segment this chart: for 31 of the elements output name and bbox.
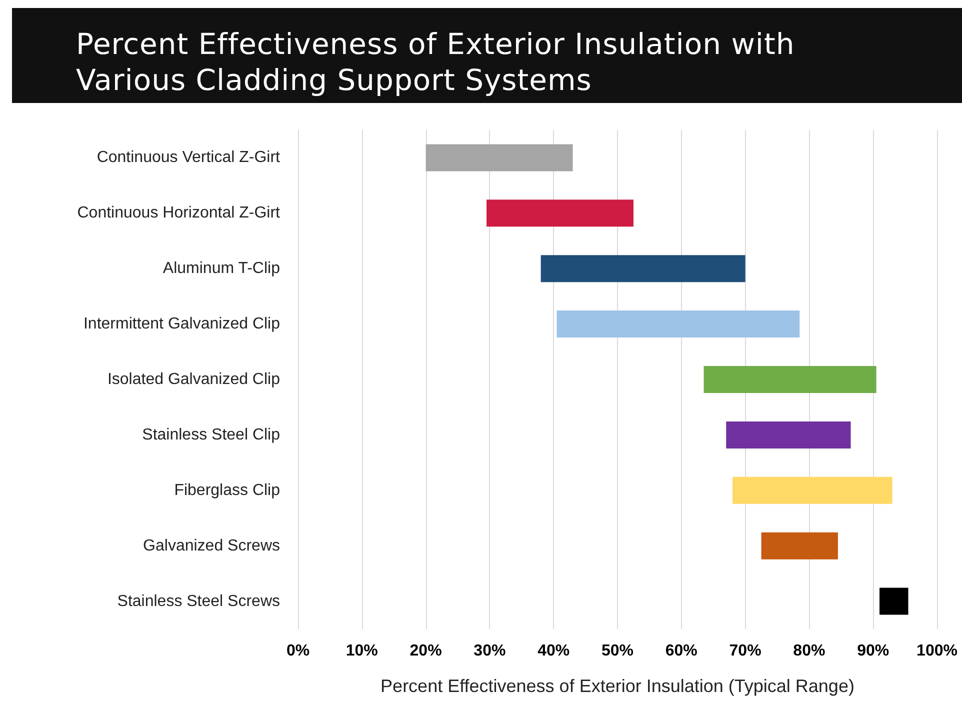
- y-tick-label: Stainless Steel Clip: [142, 426, 280, 444]
- bar: [556, 310, 800, 338]
- y-tick-label: Continuous Vertical Z-Girt: [96, 149, 281, 166]
- bar: [726, 421, 851, 448]
- x-tick-label: 20%: [410, 642, 442, 660]
- bar: [540, 255, 746, 282]
- bar: [704, 366, 876, 393]
- x-tick-label: 60%: [665, 642, 698, 660]
- x-tick-label: 0%: [286, 642, 310, 660]
- x-tick-label: 40%: [538, 642, 570, 660]
- y-tick-label: Fiberglass Clip: [174, 482, 280, 499]
- x-axis-title: Percent Effectiveness of Exterior Insulation (Typical Range): [380, 676, 854, 696]
- chart-title: Percent Effectiveness of Exterior Insulation with Various Cladding Support Systems: [75, 26, 796, 98]
- y-tick-label: Aluminum T-Clip: [162, 260, 280, 278]
- y-tick-label: Isolated Galvanized Clip: [107, 371, 280, 388]
- x-tick-label: 90%: [857, 642, 890, 660]
- bar: [486, 200, 634, 227]
- x-tick-label: 50%: [601, 642, 634, 660]
- bar: [426, 144, 573, 172]
- y-tick-label: Galvanized Screws: [143, 537, 280, 554]
- x-tick-label: 80%: [793, 642, 826, 660]
- bar: [732, 476, 892, 504]
- x-tick-label: 70%: [729, 642, 762, 660]
- y-tick-label: Stainless Steel Screws: [117, 592, 280, 610]
- bar: [879, 588, 908, 615]
- x-tick-label: 10%: [346, 642, 378, 660]
- x-tick-label: 100%: [916, 642, 958, 660]
- y-tick-label: Continuous Horizontal Z-Girt: [77, 204, 281, 222]
- bar: [761, 532, 838, 560]
- x-tick-label: 30%: [474, 642, 506, 660]
- y-tick-label: Intermittent Galvanized Clip: [83, 316, 280, 333]
